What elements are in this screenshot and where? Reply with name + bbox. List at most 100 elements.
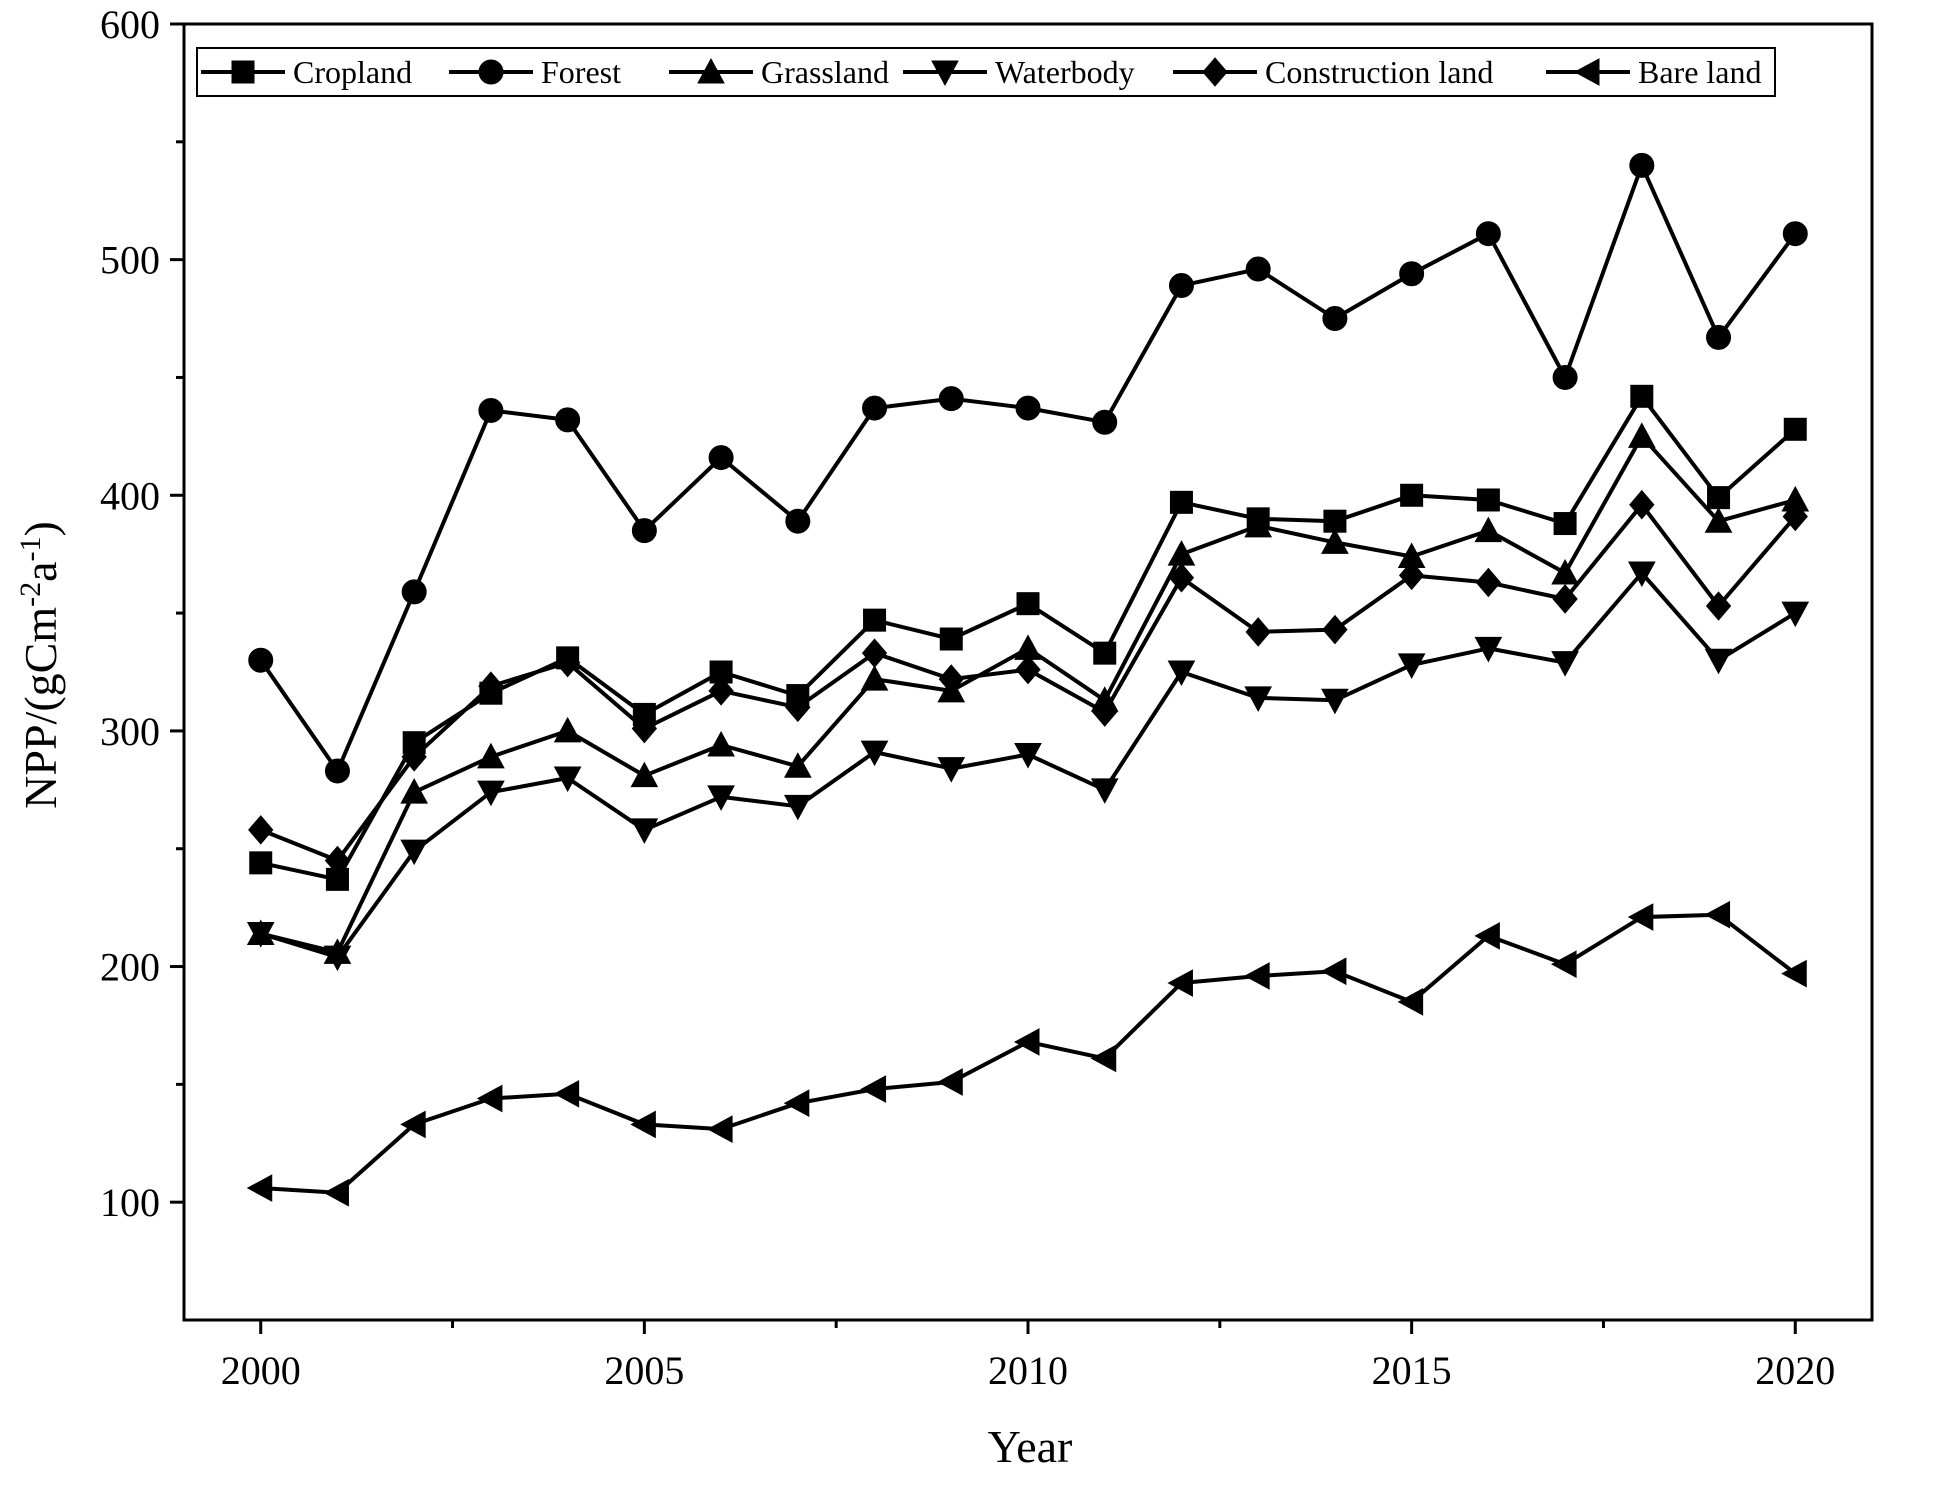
data-point: [478, 397, 504, 423]
data-point: [630, 761, 659, 788]
data-point: [1169, 490, 1193, 514]
data-point: [1014, 742, 1042, 769]
y-axis-title: NPP/(gCm-2a-1): [14, 521, 66, 809]
data-point: [1782, 221, 1808, 247]
y-tick-label: 400: [100, 473, 160, 518]
legend-marker: [697, 57, 725, 84]
data-point: [401, 742, 427, 772]
data-point: [707, 785, 735, 811]
data-point: [863, 608, 887, 632]
data-point: [1627, 561, 1656, 588]
data-point: [1704, 648, 1733, 675]
data-point: [783, 1089, 810, 1118]
series-waterbody: [246, 561, 1810, 972]
series-cropland: [249, 384, 1807, 891]
y-axis-title-end: ): [15, 521, 66, 536]
data-point: [1475, 567, 1502, 598]
data-point: [630, 1110, 656, 1139]
series-forest: [248, 152, 1808, 784]
legend-marker: [478, 59, 504, 85]
data-point: [1552, 364, 1578, 390]
data-point: [1167, 540, 1196, 566]
data-point: [707, 1115, 733, 1143]
data-point: [1630, 384, 1654, 408]
y-tick-label: 200: [100, 945, 160, 990]
data-point: [860, 1075, 887, 1103]
data-point: [323, 1178, 349, 1207]
data-point: [1704, 900, 1731, 929]
y-axis-title-main: NPP/(gCm: [15, 607, 66, 809]
data-point: [1552, 584, 1578, 614]
data-point: [246, 1174, 273, 1202]
data-point: [1397, 988, 1424, 1016]
data-point: [249, 851, 273, 875]
y-tick-label: 500: [100, 238, 160, 283]
x-tick-label: 2000: [221, 1348, 301, 1393]
legend-marker: [1202, 57, 1228, 87]
data-point: [1168, 273, 1194, 299]
x-tick-label: 2010: [988, 1348, 1068, 1393]
data-point: [1245, 617, 1271, 647]
data-point: [631, 713, 658, 744]
data-point: [248, 647, 274, 673]
data-point: [631, 518, 657, 544]
data-point: [1093, 641, 1117, 665]
data-point: [938, 386, 964, 412]
data-point: [1705, 591, 1732, 621]
legend-entry: Grassland: [669, 54, 889, 90]
data-point: [1321, 688, 1349, 715]
legend-marker: [931, 60, 959, 87]
data-point: [477, 742, 505, 769]
data-point: [1015, 654, 1041, 685]
y-axis-title-sup2: -1: [14, 536, 47, 561]
series-line: [260, 912, 1797, 1195]
data-point: [785, 692, 811, 723]
data-point: [707, 730, 735, 757]
data-point: [1398, 560, 1425, 591]
data-point: [1782, 501, 1808, 532]
data-point: [476, 1084, 503, 1113]
y-axis-title-sup1: -2: [14, 582, 47, 607]
legend-entry: Bare land: [1546, 54, 1762, 90]
data-point: [553, 766, 582, 793]
data-point: [1013, 1028, 1040, 1056]
data-point: [555, 407, 581, 433]
data-point: [248, 815, 274, 845]
data-point: [1781, 959, 1807, 988]
data-point: [1551, 950, 1577, 979]
axes-layer: 2000 2005 2010 2015 2020 100 200 300 400 500 600: [100, 2, 1874, 1393]
data-point: [1322, 614, 1348, 645]
data-point: [1244, 511, 1273, 538]
data-point: [1551, 558, 1579, 585]
data-point: [1475, 221, 1501, 247]
data-point: [478, 671, 504, 701]
data-point: [1629, 489, 1655, 520]
legend-entry: Construction land: [1173, 54, 1493, 90]
data-point: [1553, 512, 1577, 536]
data-point: [1167, 660, 1196, 687]
legend: Cropland Forest Grassland Waterbody Construc…: [196, 47, 1776, 97]
legend-label: Construction land: [1265, 54, 1493, 90]
data-point: [553, 716, 582, 743]
legend-marker: [231, 60, 255, 84]
legend-entry: Waterbody: [903, 54, 1135, 90]
legend-label: Bare land: [1638, 54, 1762, 90]
data-point: [554, 647, 581, 678]
data-point: [708, 445, 734, 471]
data-point: [1245, 256, 1271, 282]
data-point: [1474, 516, 1503, 543]
data-point: [1474, 922, 1500, 950]
data-point: [1474, 636, 1503, 663]
data-point: [861, 638, 888, 668]
data-point: [860, 740, 889, 767]
legend-entry: Cropland: [201, 54, 412, 90]
x-tick-label: 2015: [1372, 1348, 1452, 1393]
y-tick-label: 100: [100, 1180, 160, 1225]
data-point: [400, 1110, 426, 1139]
data-point: [400, 778, 429, 804]
data-point: [1090, 1044, 1117, 1073]
data-point: [1321, 528, 1349, 554]
data-point: [1168, 562, 1195, 593]
data-point: [1627, 903, 1654, 931]
